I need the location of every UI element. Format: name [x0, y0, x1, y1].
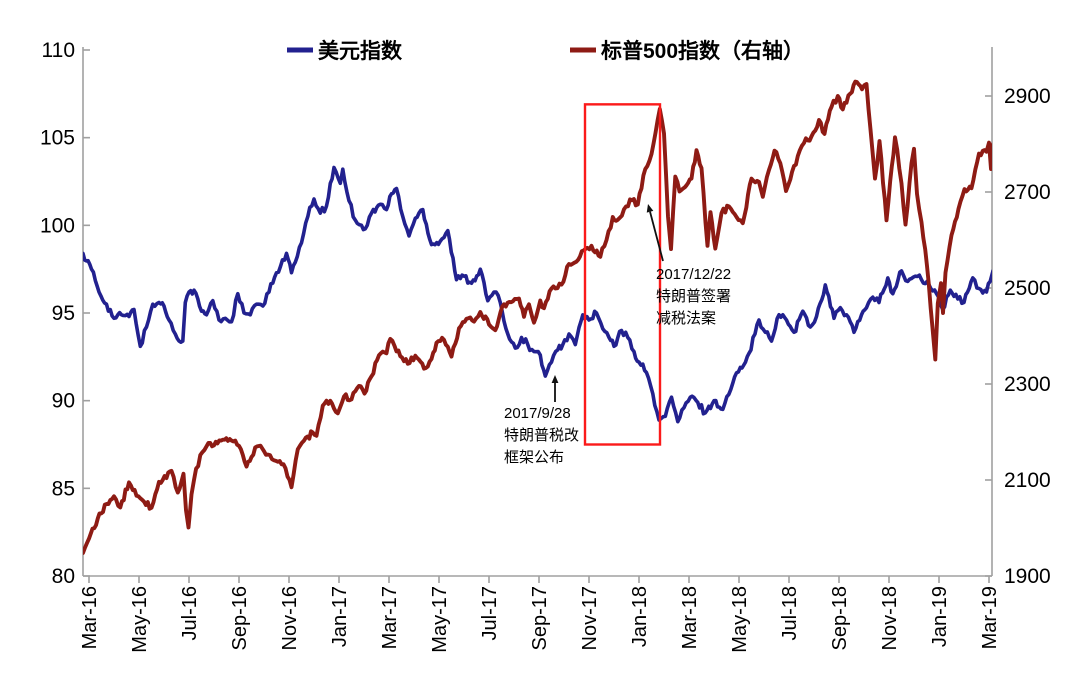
annotation-text-line: 2017/12/22: [656, 266, 731, 283]
annotation-text-line: 框架公布: [504, 449, 564, 466]
right-axis-tick-label: 2700: [1004, 181, 1051, 204]
left-axis-tick-label: 85: [52, 477, 75, 500]
right-axis-tick-label: 2100: [1004, 469, 1051, 492]
annotation-arrow-line: [649, 211, 664, 262]
annotation-text-line: 特朗普税改: [504, 427, 579, 444]
x-tick-label: Jul-16: [179, 586, 201, 640]
x-tick-label: Jan-18: [629, 586, 651, 647]
x-tick-label: May-18: [729, 586, 751, 653]
x-tick-label: Nov-16: [279, 586, 301, 650]
sp500-line: [83, 79, 992, 555]
left-axis-tick-label: 95: [52, 302, 75, 325]
right-axis-tick-label: 2900: [1004, 85, 1051, 108]
x-tick-label: Mar-16: [79, 586, 101, 649]
left-axis-tick-label: 100: [40, 214, 75, 237]
usd-index-line: [83, 165, 992, 424]
annotation-arrowhead: [646, 204, 654, 213]
annotation-text-line: 减税法案: [656, 309, 716, 327]
legend-label: 标普500指数（右轴）: [601, 39, 804, 63]
x-tick-label: Jan-19: [929, 586, 951, 647]
x-tick-label: Sep-16: [229, 586, 251, 651]
x-tick-label: May-17: [429, 586, 451, 653]
right-axis-tick-label: 2500: [1004, 277, 1051, 300]
highlight-box-tax-period: [583, 103, 662, 446]
x-tick-label: Mar-19: [979, 586, 1001, 649]
legend-label: 美元指数: [318, 39, 403, 63]
x-tick-label: Sep-17: [529, 586, 551, 651]
annotation-arrowhead: [551, 375, 559, 383]
left-axis-tick-label: 90: [52, 390, 75, 413]
left-axis-tick-label: 110: [42, 39, 75, 62]
legend-item-sp500: 标普500指数（右轴）: [570, 39, 804, 63]
right-axis-tick-label: 1900: [1004, 565, 1051, 588]
x-tick-label: May-16: [129, 586, 151, 653]
x-tick-label: Jul-18: [779, 586, 801, 640]
x-tick-label: Mar-17: [379, 586, 401, 649]
x-tick-label: Jul-17: [479, 586, 501, 640]
x-tick-label: Nov-18: [879, 586, 901, 650]
left-axis-tick-label: 105: [40, 127, 75, 150]
x-tick-label: Nov-17: [579, 586, 601, 650]
annotation-text-line: 2017/9/28: [504, 405, 571, 422]
left-axis-tick-label: 80: [52, 565, 75, 588]
x-tick-label: Jan-17: [329, 586, 351, 647]
right-axis-tick-label: 2300: [1004, 373, 1051, 396]
x-tick-label: Mar-18: [679, 586, 701, 649]
annotation-text-line: 特朗普签署: [656, 288, 731, 305]
legend-item-usd-index: 美元指数: [287, 39, 403, 63]
x-tick-label: Sep-18: [829, 586, 851, 651]
